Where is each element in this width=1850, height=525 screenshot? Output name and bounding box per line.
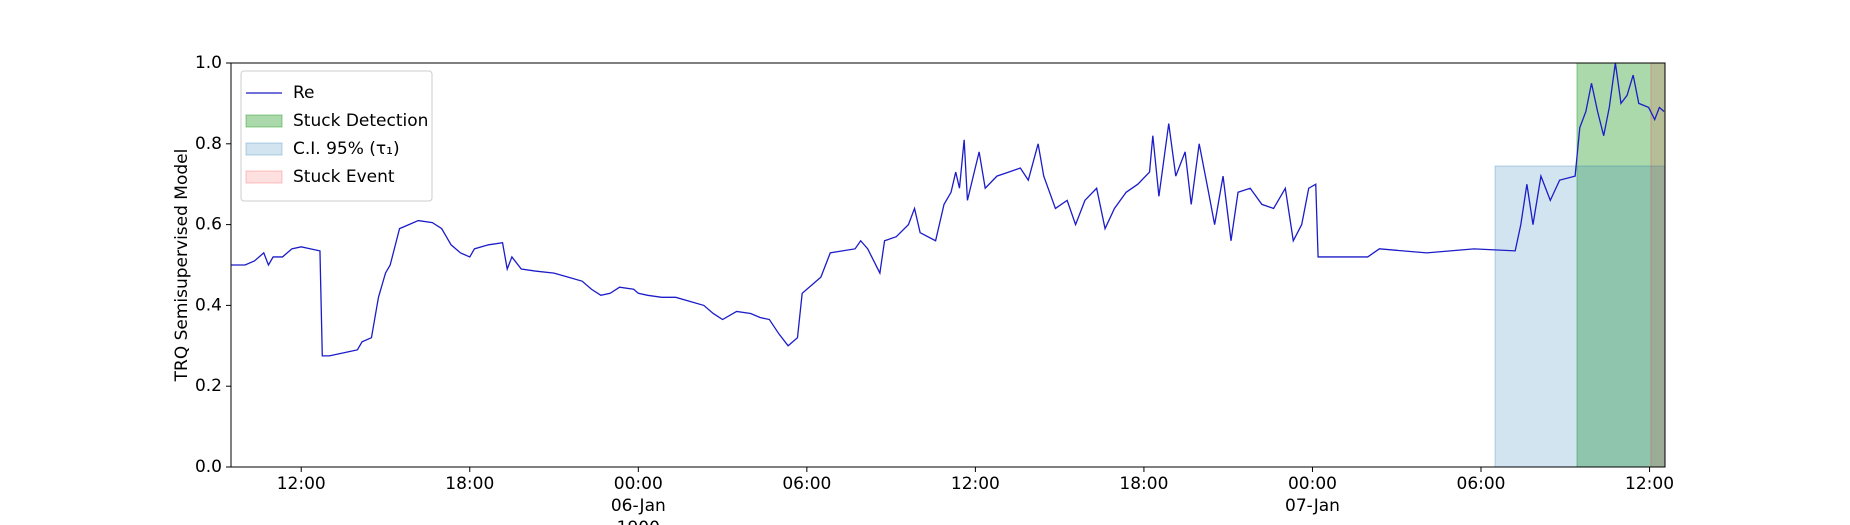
- y-tick-label: 0.4: [195, 295, 222, 315]
- x-tick-label: 18:00: [1119, 474, 1168, 494]
- x-tick-label: 06-Jan: [611, 496, 666, 516]
- x-tick-label: 18:00: [445, 474, 494, 494]
- legend-patch: [245, 170, 283, 184]
- x-tick-label: 06:00: [782, 474, 831, 494]
- legend-label: Stuck Event: [293, 167, 395, 187]
- y-tick-label: 1.0: [195, 53, 222, 73]
- legend-patch: [245, 114, 283, 128]
- legend: Re Stuck Detection C.I. 95% (τ₁) Stuck Even…: [240, 70, 433, 202]
- y-tick-label: 0.8: [195, 134, 222, 154]
- span: [1576, 62, 1666, 468]
- x-tick-label: 1900: [617, 518, 660, 525]
- span: [1650, 62, 1666, 468]
- span: [1494, 165, 1666, 468]
- plot-frame: [230, 62, 1666, 468]
- data-line: [231, 62, 1665, 357]
- legend-label: Re: [293, 83, 315, 103]
- legend-label: Stuck Detection: [293, 111, 428, 131]
- x-tick-label: 12:00: [277, 474, 326, 494]
- legend-patch: [245, 142, 283, 156]
- x-tick-label: 07-Jan: [1285, 496, 1340, 516]
- y-tick-label: 0.2: [195, 376, 222, 396]
- x-tick-label: 00:00: [614, 474, 663, 494]
- legend-frame: [240, 70, 433, 202]
- x-tick-label: 00:00: [1288, 474, 1337, 494]
- legend-label: C.I. 95% (τ₁): [293, 139, 400, 159]
- x-tick-label: 12:00: [1625, 474, 1674, 494]
- x-tick-label: 12:00: [951, 474, 1000, 494]
- x-tick-label: 06:00: [1457, 474, 1506, 494]
- y-tick-label: 0.0: [195, 457, 222, 477]
- y-axis-label: TRQ Semisupervised Model: [172, 149, 192, 383]
- y-tick-label: 0.6: [195, 215, 222, 235]
